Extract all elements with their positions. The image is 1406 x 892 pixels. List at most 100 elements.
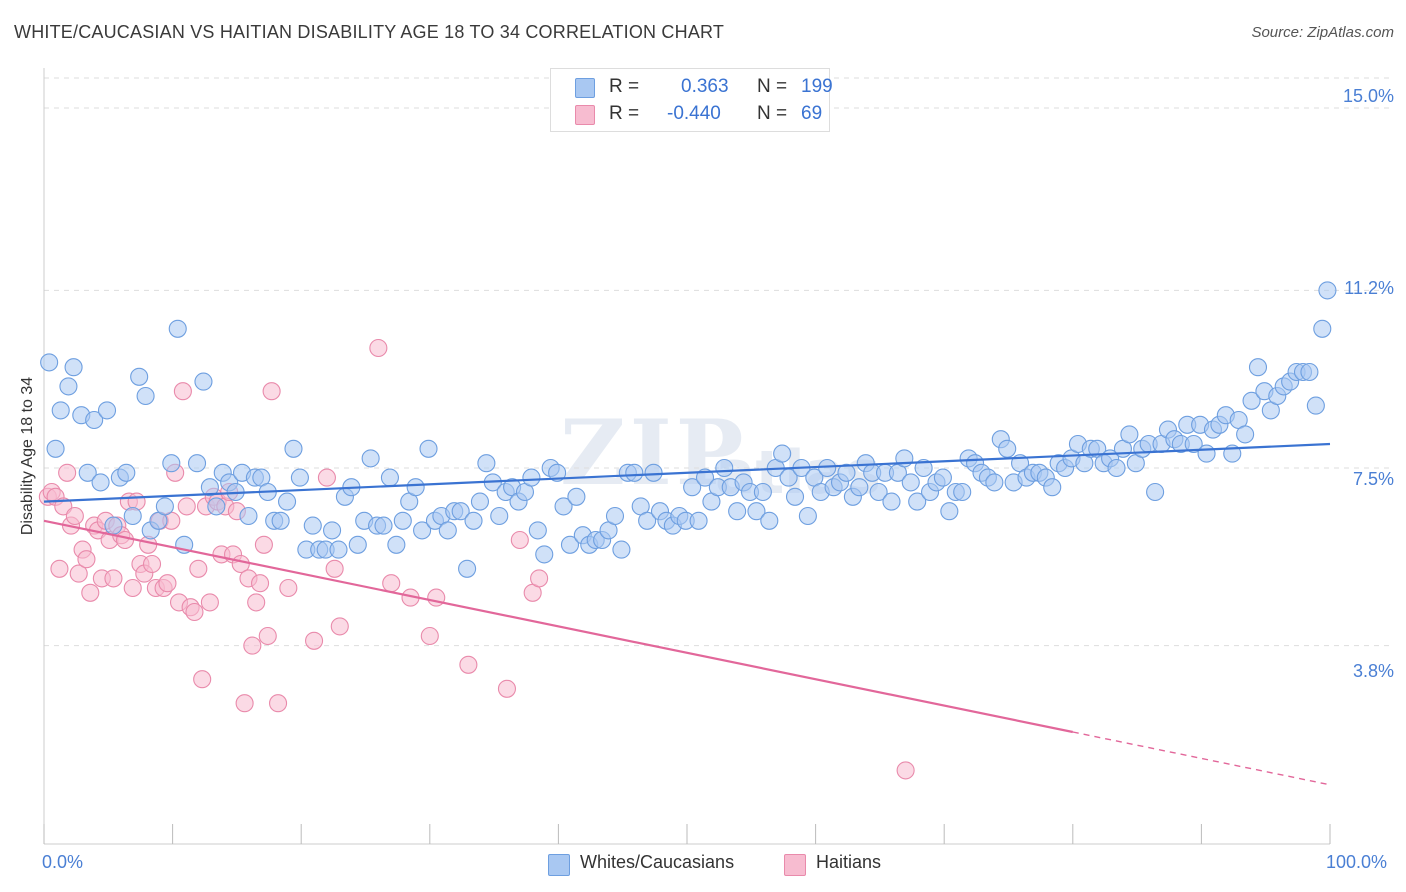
legend-label: Whites/Caucasians [580,852,735,872]
haitian-point [189,559,208,578]
haitian-point [142,554,162,574]
y-tick-label: 15.0% [1342,86,1394,106]
haitian-point [177,497,196,516]
white-point [695,468,715,487]
white-point [1120,425,1139,444]
haitian-point [250,574,270,593]
axis-layer [43,68,1331,845]
white-point [850,478,869,497]
white-points [40,281,1337,578]
white-point [130,367,149,386]
white-point [818,458,837,478]
white-point [284,439,303,458]
trend-layer [43,442,1331,786]
white-point [329,540,348,559]
white-point [136,386,155,406]
white-point [271,511,290,530]
white-point [490,506,509,526]
r-value: 0.363 [681,76,729,97]
white-point [239,506,258,526]
white-point [940,502,959,521]
haitian-swatch [575,105,595,125]
haitian-swatch [784,854,806,876]
chart-title: WHITE/CAUCASIAN VS HAITIAN DISABILITY AG… [14,22,725,42]
haitian-point [497,679,517,698]
white-point [612,540,631,559]
white-point [78,463,97,482]
white-point [644,463,663,482]
white-point [104,516,123,535]
white-point [51,401,70,420]
haitian-point [896,761,915,780]
white-point [933,468,952,487]
white-point [290,468,309,487]
white-point [985,473,1004,492]
haitian-trend-line [43,519,1074,734]
haitian-point [81,583,100,602]
haitian-point [54,497,73,516]
white-point [380,468,399,487]
white-point [207,497,226,516]
white-point [1242,391,1261,410]
white-point [785,487,805,506]
haitian-trend-extension [1072,731,1331,786]
white-point [477,454,496,473]
white-point [1306,396,1325,415]
white-point [638,511,657,530]
white-point [413,521,432,540]
white-point [1313,319,1332,338]
y-axis-label: Disability Age 18 to 34 [19,376,36,536]
haitian-point [247,593,266,612]
n-label: N = [757,103,788,124]
white-point [625,463,644,482]
white-point [535,545,554,564]
haitian-point [317,468,336,487]
white-swatch [575,78,595,98]
haitian-point [420,626,439,646]
haitian-point [325,559,344,578]
white-point [348,535,367,554]
haitian-point [530,569,549,588]
white-point [1184,434,1203,454]
n-value: 199 [801,76,833,97]
haitian-point [65,506,84,526]
haitian-point [243,636,262,655]
white-trend-line [43,442,1331,503]
white-point [1197,444,1216,463]
haitian-point [459,655,478,674]
haitian-point [235,694,254,713]
haitian-point [269,694,288,713]
haitian-point [115,530,135,550]
white-point [162,454,181,473]
white-point [303,516,322,535]
white-point [683,478,702,497]
haitian-point [279,578,298,598]
white-point [361,449,380,468]
white-point [393,511,412,530]
white-point [406,478,425,497]
white-point [40,353,59,372]
white-point [470,492,490,511]
stats-box: R = 0.363 N = 199 R = -0.440 N = 69 [550,68,833,132]
haitian-point [77,550,96,569]
y-tick-label: 11.2% [1344,278,1394,298]
white-point [1236,425,1255,444]
white-point [728,502,747,521]
white-point [387,535,406,554]
white-point [194,372,213,391]
white-point [419,439,438,458]
y-tick-label: 3.8% [1352,661,1394,681]
white-point [554,497,573,516]
white-point [123,506,142,526]
haitian-point [58,463,77,482]
haitian-point [185,602,204,622]
white-point [837,463,856,482]
white-point [760,511,779,530]
white-point [528,521,547,540]
legend-label: Haitians [816,852,882,872]
y-tick-label: 7.5% [1352,469,1394,489]
white-point [914,458,933,478]
haitian-point [382,574,401,593]
r-value: -0.440 [667,103,721,124]
